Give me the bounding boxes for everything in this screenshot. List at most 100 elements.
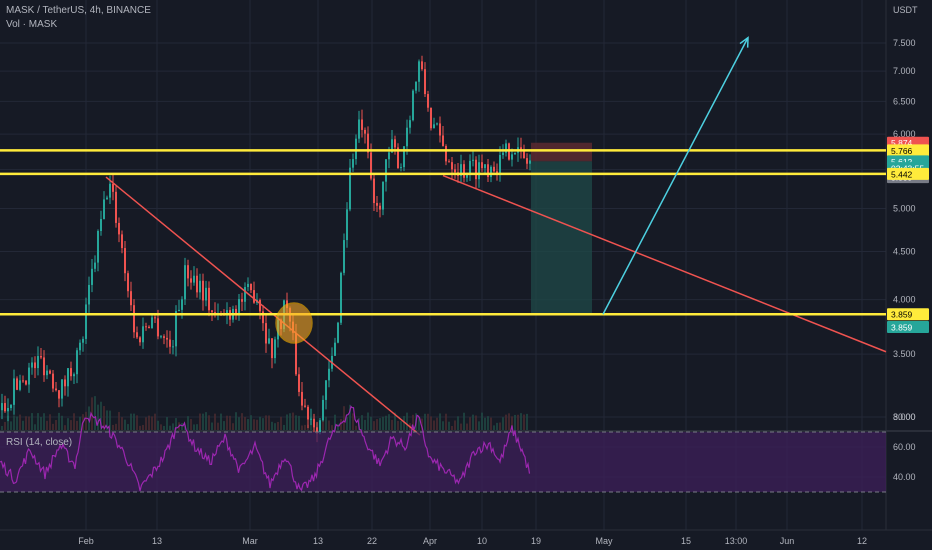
volume-bar xyxy=(469,417,471,430)
symbol-title: MASK / TetherUS, 4h, BINANCE xyxy=(6,5,151,16)
volume-bar xyxy=(400,421,402,430)
candle-body xyxy=(106,197,108,200)
volume-bar xyxy=(511,416,513,430)
candle-body xyxy=(175,311,177,347)
candle-body xyxy=(511,154,513,160)
volume-bar xyxy=(142,424,144,430)
candle-body xyxy=(442,135,444,146)
volume-bar xyxy=(475,415,477,430)
volume-bar xyxy=(355,425,357,430)
candle-body xyxy=(148,326,150,329)
volume-bar xyxy=(160,424,162,430)
candle-body xyxy=(244,287,246,302)
candle-body xyxy=(490,166,492,177)
rsi-axis-tick: 40.00 xyxy=(893,472,916,482)
volume-bar xyxy=(298,415,300,430)
candle-body xyxy=(382,181,384,210)
volume-bar xyxy=(79,416,81,430)
candle-body xyxy=(49,370,51,374)
volume-bar xyxy=(94,396,96,430)
candle-body xyxy=(385,159,387,182)
candle-body xyxy=(52,373,54,389)
volume-bar xyxy=(247,419,249,430)
price-axis-tick: 5.000 xyxy=(893,203,916,213)
volume-bar xyxy=(397,420,399,430)
volume-bar xyxy=(49,414,51,430)
candle-body xyxy=(349,167,351,210)
candle-body xyxy=(439,123,441,136)
candle-body xyxy=(247,283,249,288)
candle-body xyxy=(241,299,243,302)
candle-body xyxy=(367,133,369,153)
candle-body xyxy=(328,368,330,381)
candle-body xyxy=(451,162,453,170)
volume-bar xyxy=(331,425,333,430)
volume-bar xyxy=(274,423,276,430)
volume-bar xyxy=(334,414,336,430)
volume-bar xyxy=(427,413,429,430)
volume-bar xyxy=(466,423,468,430)
volume-bar xyxy=(229,415,231,430)
candle-body xyxy=(85,304,87,339)
volume-bar xyxy=(502,417,504,430)
candle-body xyxy=(343,240,345,273)
candle-body xyxy=(127,273,129,292)
volume-bar xyxy=(19,414,21,430)
candle-body xyxy=(454,169,456,173)
volume-bar xyxy=(394,412,396,430)
volume-bar xyxy=(235,412,237,430)
volume-bar xyxy=(10,421,12,430)
volume-bar xyxy=(118,412,120,430)
volume-bar xyxy=(256,419,258,430)
volume-bar xyxy=(241,413,243,430)
volume-bar xyxy=(271,421,273,430)
candle-body xyxy=(157,318,159,337)
volume-bar xyxy=(4,421,6,430)
volume-bar xyxy=(31,413,33,430)
candle-body xyxy=(478,162,480,180)
candle-body xyxy=(415,81,417,91)
candle-body xyxy=(97,230,99,263)
candle-body xyxy=(409,120,411,128)
volume-bar xyxy=(508,413,510,430)
candle-body xyxy=(388,152,390,160)
price-badge xyxy=(887,144,929,157)
volume-bar xyxy=(61,415,63,430)
volume-bar xyxy=(169,425,171,430)
volume-bar xyxy=(418,417,420,430)
candle-body xyxy=(370,152,372,179)
price-badge-label: 5.766 xyxy=(891,146,913,156)
volume-bar xyxy=(16,416,18,430)
volume-bar xyxy=(280,416,282,430)
candle-body xyxy=(16,378,18,390)
volume-bar xyxy=(403,416,405,430)
candle-body xyxy=(271,338,273,359)
candle-body xyxy=(463,164,465,178)
candle-body xyxy=(475,159,477,180)
candle-body xyxy=(424,69,426,95)
short-stop-zone xyxy=(531,142,592,162)
volume-bar xyxy=(379,418,381,430)
volume-bar xyxy=(7,415,9,430)
volume-bar xyxy=(346,417,348,430)
candle-body xyxy=(253,290,255,303)
candle-body xyxy=(187,265,189,279)
time-axis-tick: 13 xyxy=(313,536,323,546)
candle-body xyxy=(379,205,381,210)
candle-body xyxy=(265,323,267,344)
volume-bar xyxy=(451,425,453,430)
candle-body xyxy=(430,107,432,129)
volume-bar xyxy=(517,414,519,430)
volume-bar xyxy=(442,421,444,430)
candle-body xyxy=(448,161,450,163)
volume-bar xyxy=(130,413,132,430)
candle-body xyxy=(316,427,318,434)
candle-body xyxy=(295,332,297,375)
candle-body xyxy=(94,262,96,269)
candle-body xyxy=(301,391,303,406)
candle-body xyxy=(4,403,6,412)
volume-bar xyxy=(490,417,492,430)
candle-body xyxy=(28,367,30,385)
candle-body xyxy=(376,203,378,206)
